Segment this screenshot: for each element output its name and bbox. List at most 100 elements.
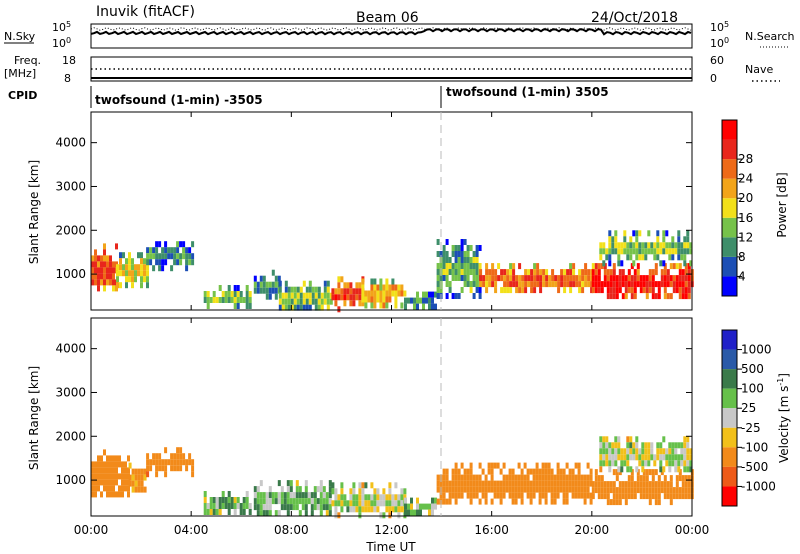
velocity-cell bbox=[656, 454, 660, 461]
velocity-cell bbox=[520, 468, 524, 475]
velocity-cell bbox=[379, 500, 383, 507]
power-cell bbox=[274, 275, 278, 282]
power-cell bbox=[131, 282, 134, 289]
power-cell bbox=[428, 303, 431, 310]
power-cell bbox=[436, 287, 440, 293]
power-cell bbox=[524, 269, 528, 276]
power-cell bbox=[626, 254, 630, 261]
power-cell bbox=[594, 275, 598, 282]
velocity-cell bbox=[594, 487, 598, 494]
power-cell bbox=[515, 275, 519, 282]
velocity-cell bbox=[397, 506, 401, 513]
velocity-cell bbox=[526, 486, 530, 493]
velocity-cell bbox=[262, 498, 266, 505]
power-cell bbox=[656, 248, 660, 255]
velocity-cell bbox=[112, 491, 115, 498]
power-cell bbox=[259, 287, 263, 294]
velocity-cell bbox=[454, 462, 458, 469]
velocity-cell bbox=[490, 474, 494, 481]
power-cell bbox=[119, 282, 122, 289]
velocity-cell bbox=[469, 468, 473, 475]
power-cell bbox=[278, 292, 282, 299]
velocity-cell bbox=[466, 480, 470, 487]
velocity-cell bbox=[583, 492, 587, 499]
power-cell bbox=[659, 248, 663, 255]
velocity-cell bbox=[91, 491, 94, 498]
velocity-cell bbox=[179, 447, 183, 454]
velocity-cell bbox=[376, 506, 380, 513]
velocity-cell bbox=[313, 492, 317, 499]
velocity-cell bbox=[630, 481, 634, 488]
velocity-cell bbox=[499, 486, 503, 493]
velocity-cell bbox=[334, 512, 338, 519]
velocity-cell bbox=[633, 493, 637, 500]
velocity-cell bbox=[112, 479, 115, 486]
velocity-cell bbox=[106, 467, 109, 474]
power-cell bbox=[678, 263, 682, 270]
velocity-cell bbox=[280, 486, 284, 493]
power-cell bbox=[179, 253, 183, 260]
velocity-cell bbox=[91, 461, 94, 468]
power-cell bbox=[94, 255, 97, 262]
velocity-cell bbox=[173, 453, 177, 460]
velocity-cell bbox=[325, 504, 329, 511]
power-cell bbox=[677, 242, 681, 249]
velocity-cell bbox=[434, 497, 437, 504]
velocity-cell bbox=[274, 492, 278, 499]
velocity-cell bbox=[556, 474, 560, 481]
power-cell bbox=[100, 261, 103, 268]
power-cell bbox=[305, 298, 309, 305]
velocity-cell bbox=[404, 503, 407, 510]
velocity-cell bbox=[242, 509, 246, 515]
velocity-cell bbox=[410, 503, 413, 510]
power-cell bbox=[608, 230, 612, 237]
velocity-cell bbox=[206, 503, 210, 509]
velocity-cell bbox=[614, 442, 618, 449]
velocity-cell bbox=[617, 454, 621, 461]
velocity-cell bbox=[523, 480, 527, 487]
power-cell bbox=[460, 245, 464, 251]
nsky-trace bbox=[90, 28, 692, 36]
power-cell bbox=[391, 284, 395, 291]
power-cell bbox=[678, 275, 682, 282]
power-cell bbox=[683, 260, 687, 267]
velocity-colorbar-tick-label: -100 bbox=[741, 440, 768, 454]
velocity-cell bbox=[100, 461, 103, 468]
velocity-cell bbox=[571, 492, 575, 499]
power-cell bbox=[236, 297, 240, 303]
power-cell bbox=[651, 281, 655, 288]
power-cell bbox=[662, 248, 666, 255]
velocity-cell bbox=[373, 506, 377, 513]
power-cell bbox=[94, 267, 97, 274]
velocity-cell bbox=[391, 506, 395, 513]
velocity-cell bbox=[457, 480, 461, 487]
power-cell bbox=[609, 287, 613, 294]
power-cell bbox=[645, 275, 649, 282]
velocity-cell bbox=[310, 504, 314, 511]
power-cell bbox=[245, 297, 249, 303]
power-cell bbox=[131, 270, 134, 277]
power-cell bbox=[639, 281, 643, 288]
velocity-cell bbox=[478, 480, 482, 487]
power-cell bbox=[334, 294, 338, 301]
velocity-cell bbox=[349, 500, 353, 507]
power-cell bbox=[355, 294, 359, 301]
velocity-cell bbox=[319, 504, 323, 511]
station-title: Inuvik (fitACF) bbox=[96, 4, 195, 20]
power-cell bbox=[358, 282, 362, 289]
velocity-cell bbox=[349, 506, 353, 513]
freq-panel: Freq. [MHz] 18 8 60 0 Nave bbox=[4, 54, 780, 85]
power-cell bbox=[236, 291, 240, 297]
power-cell bbox=[466, 251, 470, 257]
power-cell bbox=[140, 264, 143, 271]
velocity-cell bbox=[419, 503, 422, 510]
velocity-cell bbox=[550, 468, 554, 475]
power-cell bbox=[612, 287, 616, 294]
nave-label: Nave bbox=[745, 63, 773, 76]
velocity-cell bbox=[603, 487, 607, 494]
velocity-cell bbox=[128, 474, 132, 481]
power-cell bbox=[627, 275, 631, 282]
velocity-xtick-label: 08:00 bbox=[274, 523, 309, 537]
velocity-cell bbox=[642, 487, 646, 494]
